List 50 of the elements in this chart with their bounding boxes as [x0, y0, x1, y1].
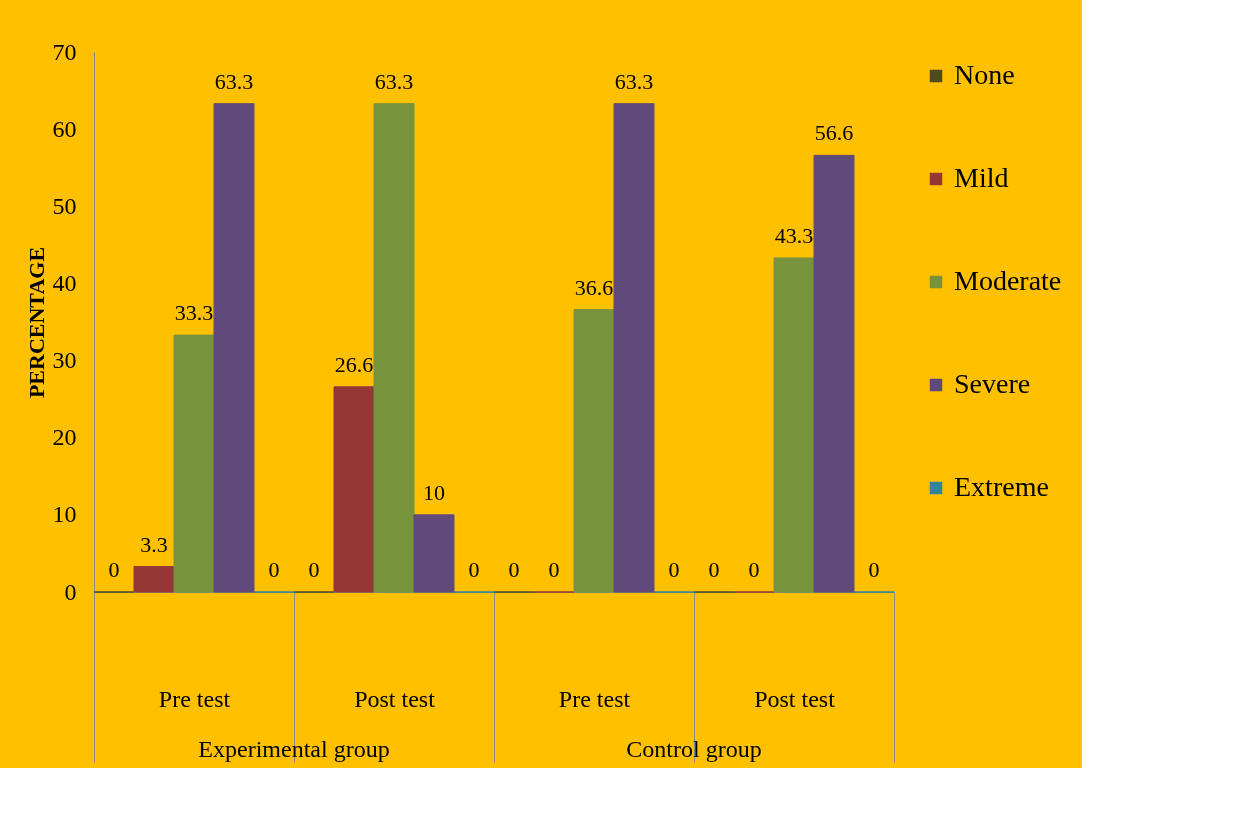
y-tick-label: 60 — [52, 115, 77, 142]
x-tick-label: Post test — [754, 685, 836, 712]
data-label: 0 — [508, 557, 520, 582]
bar — [213, 103, 255, 593]
data-label: 0 — [868, 557, 880, 582]
bar — [133, 566, 175, 593]
x-tick-label: Pre test — [558, 685, 631, 712]
bar — [333, 386, 375, 593]
legend-label: Mild — [954, 162, 1009, 193]
bar — [773, 257, 815, 593]
data-label: 3.3 — [140, 531, 168, 557]
text: Experimental group — [198, 736, 390, 762]
y-axis-title: PERCENTAGE — [23, 246, 49, 399]
data-label: 0 — [268, 557, 280, 582]
data-label: 0 — [708, 557, 720, 582]
data-label: 43.3 — [774, 222, 814, 248]
data-label: 63.3 — [614, 68, 654, 94]
bar — [173, 334, 215, 593]
bar — [573, 309, 615, 593]
legend-label: Extreme — [954, 471, 1049, 502]
data-label: 0 — [668, 557, 680, 582]
data-label: 10 — [423, 479, 445, 505]
x-tick-label: Pre test — [158, 685, 231, 712]
data-label: 0 — [748, 557, 760, 582]
y-tick-label: 0 — [64, 578, 77, 605]
bar — [813, 154, 855, 593]
data-label: 56.6 — [814, 120, 854, 146]
legend-label: Moderate — [954, 265, 1062, 296]
bar — [373, 103, 415, 593]
text: Control group — [626, 736, 762, 762]
data-label: 0 — [308, 557, 320, 582]
y-tick-label: 40 — [52, 269, 77, 296]
data-label: 26.6 — [334, 351, 374, 377]
y-tick-label: 10 — [52, 501, 77, 528]
data-label: 63.3 — [214, 68, 254, 94]
data-label: 0 — [468, 557, 480, 582]
x-tick-label: Post test — [354, 685, 436, 712]
data-label: 0 — [108, 557, 120, 582]
bar — [413, 514, 455, 593]
legend-label: Severe — [954, 368, 1031, 399]
data-label: 63.3 — [374, 68, 414, 94]
data-label: 33.3 — [174, 300, 214, 326]
y-tick-label: 30 — [52, 347, 77, 374]
data-label: 0 — [548, 557, 560, 582]
legend-label: None — [954, 59, 1015, 90]
data-label: 36.6 — [574, 274, 614, 300]
y-tick-label: 20 — [52, 424, 77, 451]
y-tick-label: 70 — [52, 38, 77, 65]
y-tick-label: 50 — [52, 192, 77, 219]
bar — [613, 103, 655, 593]
